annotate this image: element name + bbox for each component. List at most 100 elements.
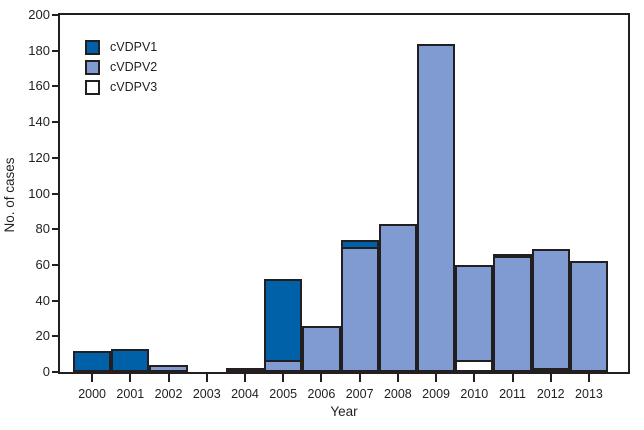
x-tick-mark [473, 374, 476, 382]
bar-2012 [531, 15, 570, 372]
bar-2003 [188, 15, 226, 372]
legend-item-cVDPV3: cVDPV3 [85, 79, 157, 95]
bar-2006 [302, 15, 341, 372]
bar-2013 [569, 15, 609, 372]
bar-segment-cVDPV3-2010 [455, 359, 494, 372]
legend: cVDPV1 cVDPV2 cVDPV3 [85, 39, 157, 95]
bar-2005 [264, 15, 303, 372]
bar-2009 [416, 15, 456, 372]
x-tick-label-2000: 2000 [78, 387, 107, 401]
x-tick-mark [587, 374, 590, 382]
y-tick-label-20: 20 [35, 328, 50, 344]
y-tick-mark [52, 14, 58, 16]
bar-2010 [455, 15, 494, 372]
x-axis-title: Year [330, 404, 358, 419]
y-tick-mark [52, 371, 58, 373]
x-tick-2002 [149, 374, 187, 382]
y-tick-mark [52, 121, 58, 124]
y-tick-mark [52, 85, 58, 88]
x-tick-mark [205, 374, 208, 382]
legend-swatch-cVDPV2 [85, 59, 100, 75]
y-tick-mark [52, 156, 58, 159]
x-tick-label-2007: 2007 [345, 387, 374, 401]
x-tick-2012 [532, 374, 570, 382]
x-tick-mark [243, 374, 246, 382]
bar-segment-cVDPV1-2005 [264, 279, 303, 362]
bar-segment-cVDPV2-2013 [569, 261, 609, 372]
legend-item-cVDPV1: cVDPV1 [85, 39, 157, 55]
y-tick-label-180: 180 [28, 42, 50, 58]
x-tick-mark [167, 374, 170, 382]
x-tick-label-2008: 2008 [383, 387, 412, 401]
x-tick-mark [358, 374, 361, 382]
bar-segment-cVDPV1-2001 [111, 348, 150, 372]
bar-segment-cVDPV1-2000 [73, 350, 112, 372]
x-tick-2003 [188, 374, 226, 382]
bar-2004 [225, 15, 265, 372]
bar-segment-cVDPV2-2012 [531, 248, 570, 370]
y-tick-label-100: 100 [28, 185, 50, 201]
x-tick-2008 [379, 374, 417, 382]
x-axis-ticks [73, 374, 608, 382]
y-tick-mark [52, 335, 58, 338]
x-tick-label-2002: 2002 [154, 387, 183, 401]
x-tick-label-2004: 2004 [231, 387, 259, 401]
x-tick-mark [396, 374, 399, 382]
x-tick-label-2012: 2012 [536, 387, 565, 401]
bar-2007 [340, 15, 379, 372]
y-tick-label-40: 40 [35, 292, 50, 308]
y-tick-label-60: 60 [35, 256, 50, 272]
bar-segment-cVDPV2-2010 [455, 265, 494, 362]
legend-swatch-cVDPV3 [85, 79, 100, 95]
x-tick-2006 [302, 374, 340, 382]
legend-swatch-cVDPV1 [85, 39, 100, 55]
x-tick-2009 [417, 374, 455, 382]
y-tick-label-140: 140 [28, 114, 50, 130]
bar-segment-cVDPV2-2002 [149, 364, 188, 372]
x-tick-label-2009: 2009 [422, 387, 450, 401]
x-tick-2011 [493, 374, 531, 382]
plot-area: cVDPV1 cVDPV2 cVDPV3 [58, 13, 630, 374]
bars-region [73, 15, 609, 372]
x-tick-2013 [570, 374, 608, 382]
y-tick-mark [52, 228, 58, 231]
x-tick-label-2005: 2005 [269, 387, 298, 401]
y-tick-label-0: 0 [42, 364, 50, 379]
bar-segment-cVDPV3-2012 [531, 368, 570, 372]
x-tick-2007 [341, 374, 379, 382]
y-tick-mark [52, 192, 58, 195]
x-tick-label-2010: 2010 [460, 387, 489, 401]
x-tick-mark [129, 374, 132, 382]
x-tick-mark [282, 374, 285, 382]
y-tick-mark [52, 299, 58, 302]
x-tick-2000 [73, 374, 111, 382]
y-tick-label-120: 120 [28, 149, 50, 165]
x-tick-2005 [264, 374, 302, 382]
y-tick-label-160: 160 [28, 78, 50, 94]
legend-label-cVDPV2: cVDPV2 [110, 59, 158, 74]
x-tick-mark [511, 374, 514, 382]
x-tick-label-2006: 2006 [307, 387, 336, 401]
x-tick-label-2011: 2011 [499, 387, 526, 401]
bar-segment-cVDPV1-2004 [225, 368, 265, 372]
bar-2001 [111, 15, 150, 372]
x-axis-labels: 2000 2001 2002 2003 2004 2005 2006 2007 2008 2009… [73, 386, 608, 402]
y-tick-mark [52, 49, 58, 52]
x-tick-2001 [111, 374, 149, 382]
x-tick-label-2013: 2013 [575, 387, 603, 401]
bar-segment-cVDPV2-2007 [340, 247, 379, 372]
bar-2011 [493, 15, 532, 372]
bar-segment-cVDPV2-2005 [264, 359, 303, 372]
bar-2000 [73, 15, 112, 372]
x-tick-2004 [226, 374, 264, 382]
x-tick-mark [549, 374, 552, 382]
legend-item-cVDPV2: cVDPV2 [85, 59, 157, 75]
x-tick-2010 [455, 374, 493, 382]
x-tick-mark [320, 374, 323, 382]
bar-2002 [149, 15, 188, 372]
bar-2008 [378, 15, 417, 372]
y-tick-label-200: 200 [28, 7, 50, 22]
x-tick-mark [435, 374, 438, 382]
x-tick-label-2001: 2001 [116, 387, 145, 401]
